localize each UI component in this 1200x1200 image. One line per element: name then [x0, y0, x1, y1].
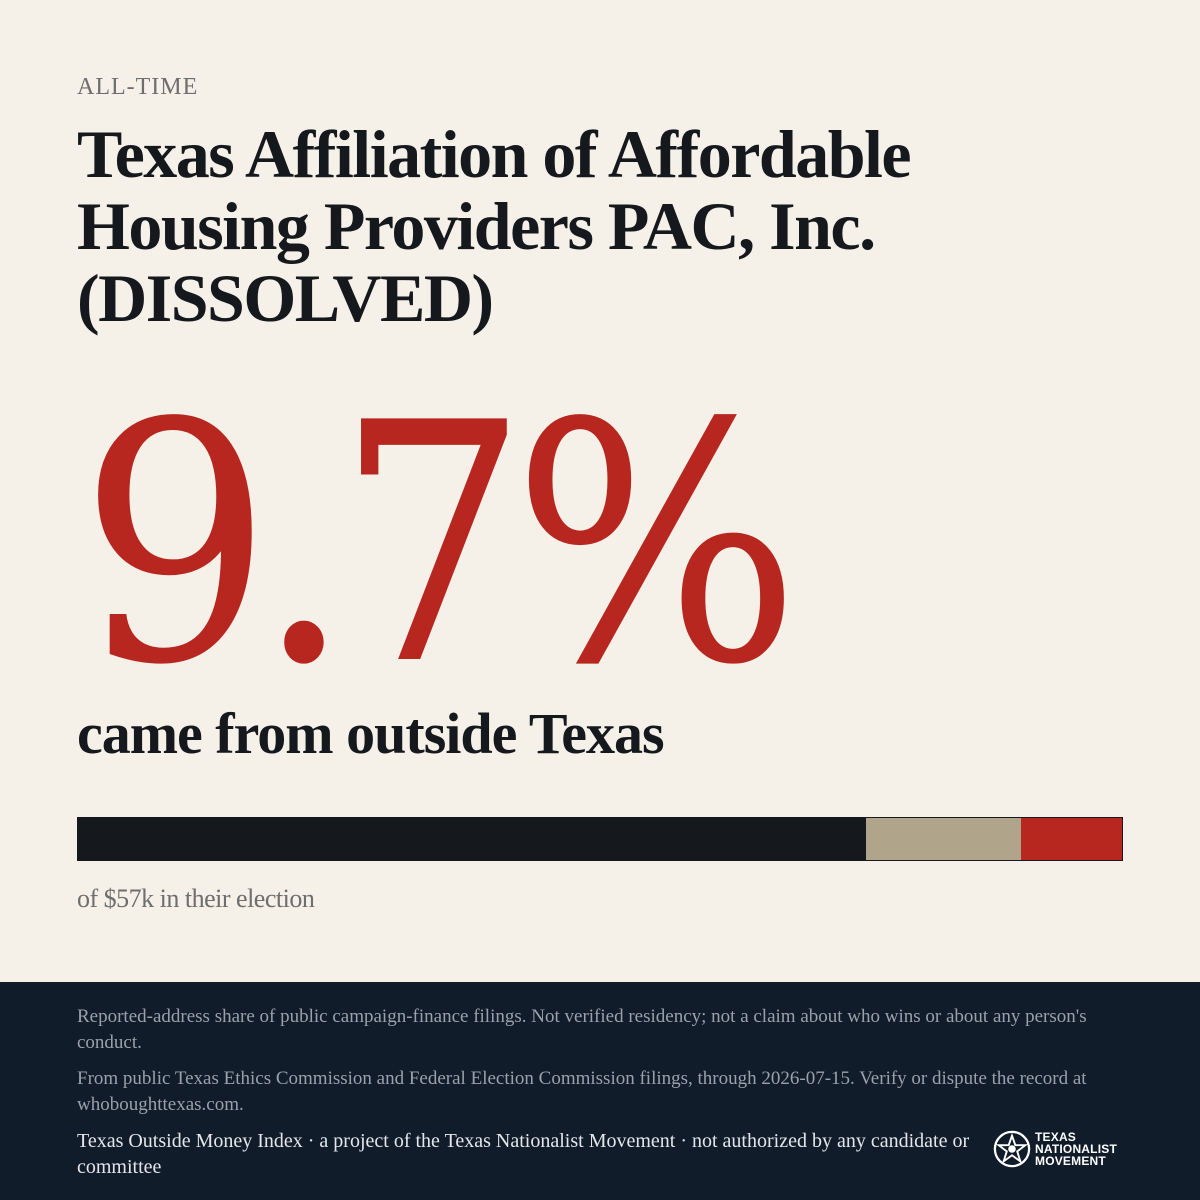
bar-segment-texas [78, 818, 867, 860]
share-bar [77, 817, 1123, 861]
tnm-logo: TEXAS NATIONALIST MOVEMENT [993, 1130, 1117, 1168]
logo-wordmark: TEXAS NATIONALIST MOVEMENT [1035, 1131, 1117, 1167]
bar-segment-outside [1020, 818, 1122, 860]
bar-segment-unknown [866, 818, 1021, 860]
page-title: Texas Affiliation of Affordable Housing … [77, 116, 912, 336]
outside-share-percent: 9.7% [79, 353, 801, 737]
logo-line-3: MOVEMENT [1035, 1154, 1106, 1168]
project-credit: Texas Outside Money Index · a project of… [77, 1130, 970, 1178]
share-caption: came from outside Texas [77, 701, 665, 766]
disclaimer-note: Reported-address share of public campaig… [77, 1006, 1087, 1053]
total-amount-label: of $57k in their election [77, 884, 315, 913]
period-label: ALL-TIME [77, 74, 199, 100]
logo-line-1: TEXAS [1035, 1130, 1077, 1144]
footer: Reported-address share of public campaig… [0, 982, 1200, 1200]
logo-line-2: NATIONALIST [1035, 1142, 1117, 1156]
source-note: From public Texas Ethics Commission and … [77, 1068, 1087, 1115]
star-seal-icon [993, 1130, 1031, 1168]
